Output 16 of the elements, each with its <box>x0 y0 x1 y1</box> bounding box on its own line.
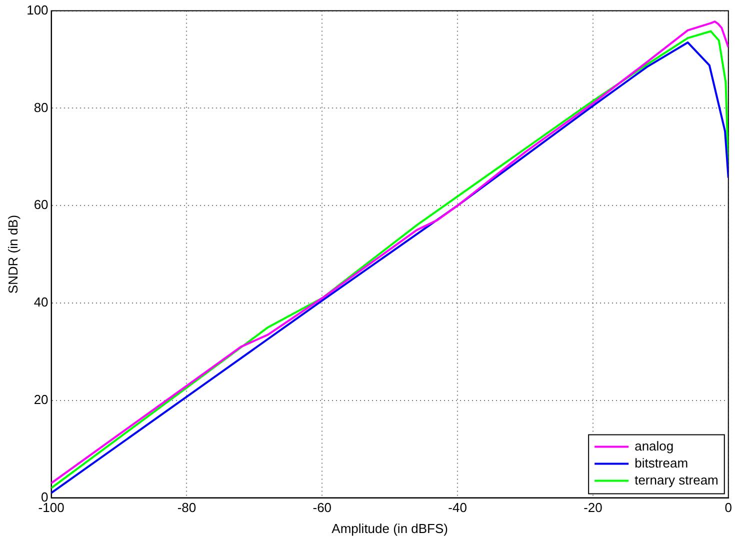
y-tick-label: 60 <box>34 197 48 212</box>
y-axis-title: SNDR (in dB) <box>5 214 20 294</box>
y-tick-label: 100 <box>26 2 48 18</box>
x-tick-label: -60 <box>312 500 332 516</box>
x-axis-title: Amplitude (in dBFS) <box>332 520 448 536</box>
x-tick-label: -80 <box>177 500 196 516</box>
legend-label: analog <box>634 438 674 454</box>
y-tick-label: 0 <box>41 489 48 504</box>
x-tick-label: -40 <box>448 500 467 516</box>
x-tick-label: 0 <box>724 500 732 516</box>
y-tick-label: 40 <box>34 294 48 310</box>
legend-label: ternary stream <box>634 472 718 488</box>
y-tick-label: 80 <box>34 100 48 115</box>
y-tick-label: 20 <box>34 392 48 407</box>
legend-label: bitstream <box>634 455 688 470</box>
x-tick-label: -20 <box>584 500 602 516</box>
